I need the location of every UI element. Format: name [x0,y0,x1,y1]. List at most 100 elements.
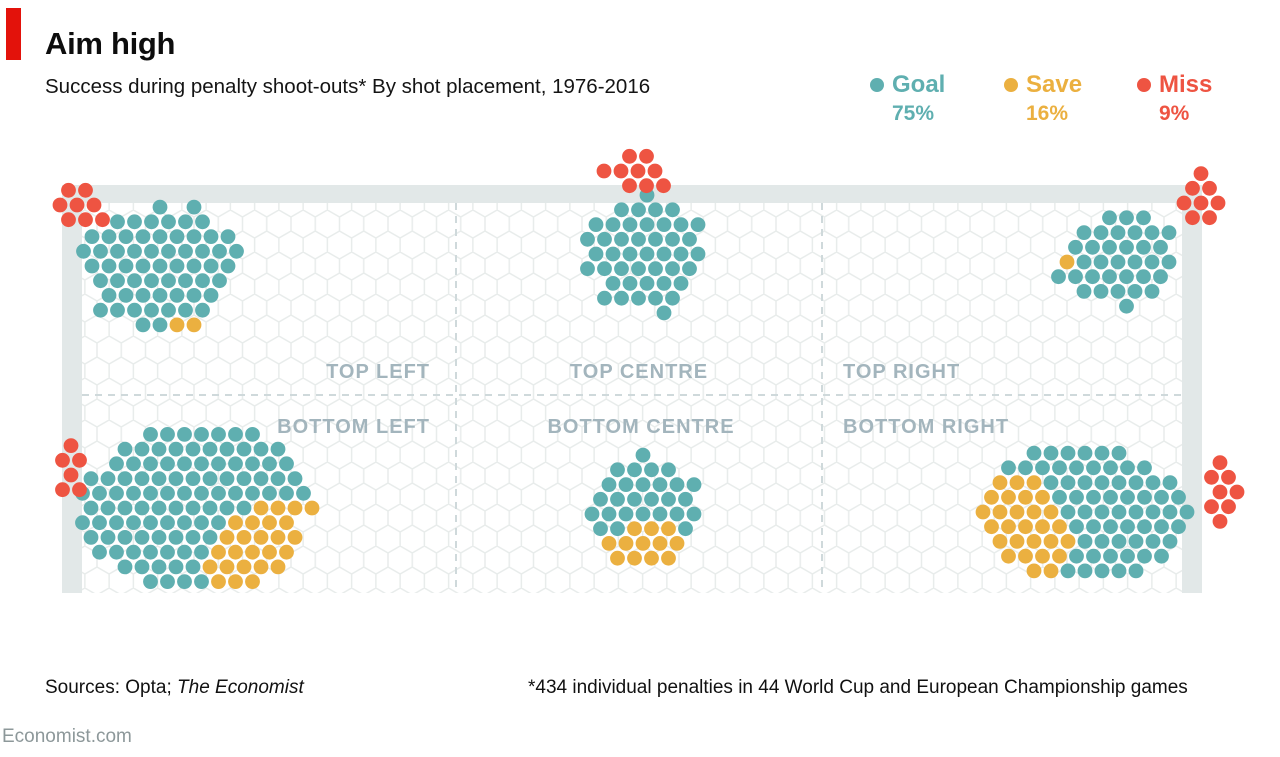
shot-dot [1212,455,1228,470]
shot-dot [1076,284,1092,299]
shot-dot [682,231,697,247]
shot-dot [93,273,108,289]
shot-dot [1212,514,1228,529]
shot-dot [1145,534,1161,549]
shot-dot [245,574,260,589]
shot-dot [652,536,668,551]
shot-dot [253,530,269,545]
shot-dot [151,559,167,575]
shot-dot [144,214,159,230]
shot-dot [212,273,227,289]
shot-dot [1110,284,1126,299]
shot-dot [588,217,604,233]
shot-dot [83,471,99,486]
shot-dot [1052,519,1067,535]
right-post [1182,185,1202,593]
legend-entry-miss: Miss 9% [1137,72,1212,126]
shot-dot [194,544,209,560]
shot-dot [1128,534,1144,549]
shot-dot [1076,254,1092,270]
shot-dot [1069,460,1084,476]
shot-dot [661,521,676,537]
shot-dot [1162,534,1178,549]
shot-dot [1212,484,1228,500]
sources-prefix: Sources: Opta; [45,677,178,698]
shot-dot [135,288,151,303]
shot-dot [601,506,617,522]
shot-dot [126,456,141,472]
shot-dot [1136,239,1151,255]
shot-dot [1086,548,1101,564]
shot-dot [75,515,90,531]
shot-dot [1102,239,1117,255]
shot-dot [1176,195,1192,211]
shot-dot [1120,519,1135,535]
sources-publication: The Economist [177,677,304,698]
shot-dot [228,456,243,472]
shot-dot [52,197,68,213]
shot-dot [669,506,685,522]
shot-dot [1111,504,1127,520]
shot-dot [1043,475,1059,490]
shot-dot [593,491,608,507]
zone-label-bottom-centre: BOTTOM CENTRE [547,416,735,438]
shot-dot [100,471,116,486]
shot-dot [177,544,192,560]
shot-dot [639,148,654,164]
shot-dot [253,471,269,486]
shot-dot [169,229,185,245]
shot-dot [1202,180,1217,196]
shot-dot [195,302,210,318]
shot-dot [202,500,218,516]
shot-dot [211,574,226,589]
shot-dot [1171,519,1186,535]
shot-dot [194,574,209,589]
shot-dot [262,544,277,560]
shot-dot [627,521,642,537]
shot-dot [613,163,629,179]
shot-dot [143,427,158,442]
shot-dot [622,217,638,233]
shot-dot [639,178,654,194]
shot-dot [186,229,202,245]
shot-dot [143,456,158,472]
shot-dot [287,471,303,486]
shot-dot [1094,563,1110,579]
shot-dot [100,530,116,545]
shot-dot [669,536,685,551]
shot-dot [1111,445,1127,461]
shot-dot [228,515,243,531]
shot-dot [647,163,663,179]
shot-dot [1094,445,1110,461]
shot-dot [185,500,201,516]
shot-dot [228,485,243,501]
shot-dot [76,243,91,259]
shot-dot [100,500,116,516]
shot-dot [117,441,133,457]
shot-dot [69,197,85,213]
shot-dot [160,427,175,442]
shot-dot [1161,254,1177,270]
shot-dot [1136,210,1151,226]
shot-dot [618,477,634,492]
shot-dot [151,500,167,516]
shot-dot [597,290,612,306]
shot-dot [1161,225,1177,241]
shot-dot [228,544,243,560]
shot-dot [635,536,651,551]
shot-dot [144,273,159,289]
shot-dot [143,485,158,501]
shot-dot [117,500,133,516]
shot-dot [1051,269,1066,285]
shot-dot [622,276,638,291]
shot-dot [1136,269,1151,285]
shot-dot [161,214,176,230]
zone-label-top-centre: TOP CENTRE [569,361,709,383]
shot-dot [168,500,184,516]
shot-dot [110,273,125,289]
shot-dot [1137,460,1152,476]
shot-dot [296,485,311,501]
shot-dot [270,530,286,545]
shot-dot [665,231,680,247]
shot-dot [1035,460,1050,476]
